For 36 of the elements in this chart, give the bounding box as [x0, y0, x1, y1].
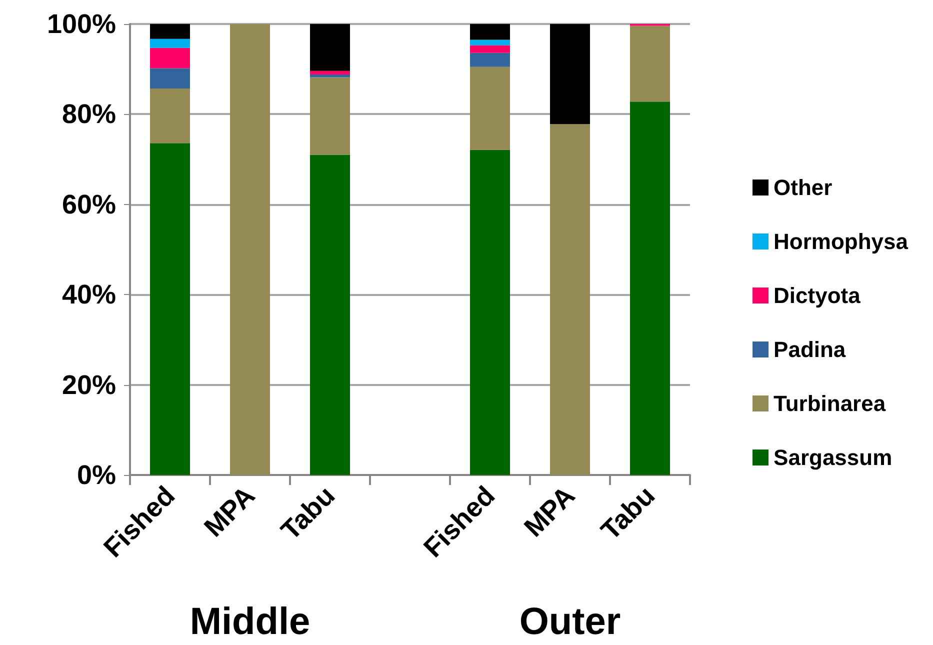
bar: [470, 45, 510, 53]
bar: [630, 26, 670, 102]
bar: [470, 66, 510, 150]
bar: [310, 74, 350, 78]
y-tick-label: 20%: [62, 370, 116, 400]
legend-label: Padina: [774, 337, 846, 362]
bar: [310, 24, 350, 71]
bar: [150, 24, 190, 39]
legend-label: Dictyota: [774, 283, 862, 308]
bar: [470, 24, 510, 40]
bar: [150, 88, 190, 144]
bar: [230, 24, 270, 475]
text: Outer: [519, 601, 621, 643]
y-tick-label: 60%: [62, 189, 116, 220]
bar: [150, 68, 190, 88]
y-tick-label: 100%: [46, 9, 116, 39]
bar: [630, 102, 670, 475]
y-tick-label: 40%: [62, 280, 116, 310]
bar: [150, 38, 190, 48]
bar: [550, 24, 590, 124]
bar: [310, 154, 350, 475]
bar: [470, 150, 510, 475]
bar: [310, 77, 350, 155]
bar: [150, 48, 190, 68]
legend-label: Hormophysa: [774, 229, 909, 254]
bar: [550, 124, 590, 475]
bar: [310, 70, 350, 75]
legend-label: Sargassum: [774, 445, 892, 470]
text: Middle: [190, 601, 310, 643]
bar: [150, 143, 190, 475]
legend-label: Turbinarea: [774, 391, 886, 416]
y-tick-label: 80%: [62, 99, 116, 130]
y-tick-label: 0%: [76, 460, 116, 490]
legend-label: Other: [774, 175, 833, 200]
bar: [470, 52, 510, 67]
bar: [470, 40, 510, 46]
